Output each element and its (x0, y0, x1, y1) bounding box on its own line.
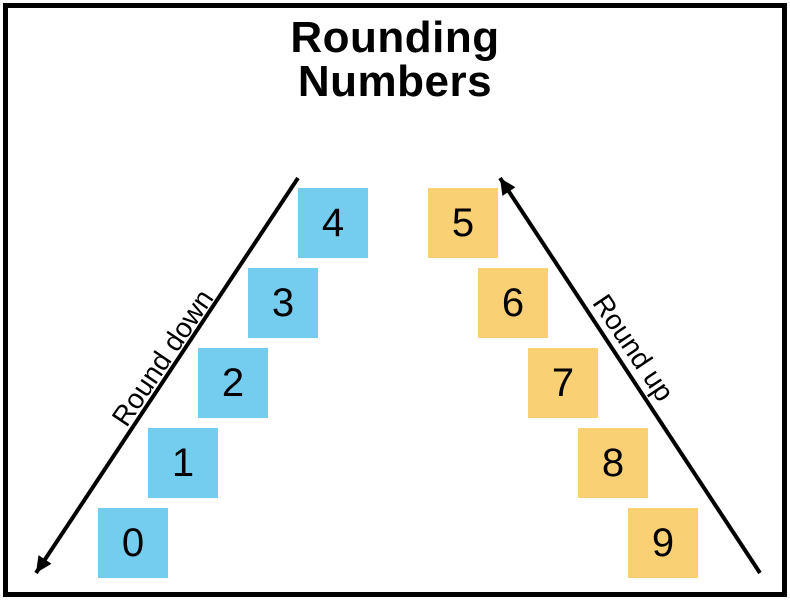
round-down-tile-2: 2 (198, 348, 268, 418)
tile-label: 6 (502, 281, 524, 326)
round-down-tile-4: 4 (298, 188, 368, 258)
tile-label: 9 (652, 521, 674, 566)
round-down-tile-0: 0 (98, 508, 168, 578)
tile-label: 4 (322, 201, 344, 246)
outer-border: Rounding Numbers Round down Round up 012… (3, 3, 787, 597)
tile-label: 5 (452, 201, 474, 246)
tile-label: 8 (602, 441, 624, 486)
tile-label: 7 (552, 361, 574, 406)
tile-label: 0 (122, 521, 144, 566)
round-up-tile-5: 5 (428, 188, 498, 258)
tile-label: 3 (272, 281, 294, 326)
round-up-tile-7: 7 (528, 348, 598, 418)
tile-label: 1 (172, 441, 194, 486)
round-up-tile-6: 6 (478, 268, 548, 338)
round-up-tile-8: 8 (578, 428, 648, 498)
round-down-tile-3: 3 (248, 268, 318, 338)
diagram-stage: Rounding Numbers Round down Round up 012… (8, 8, 782, 592)
tile-label: 2 (222, 361, 244, 406)
round-up-tile-9: 9 (628, 508, 698, 578)
round-down-tile-1: 1 (148, 428, 218, 498)
